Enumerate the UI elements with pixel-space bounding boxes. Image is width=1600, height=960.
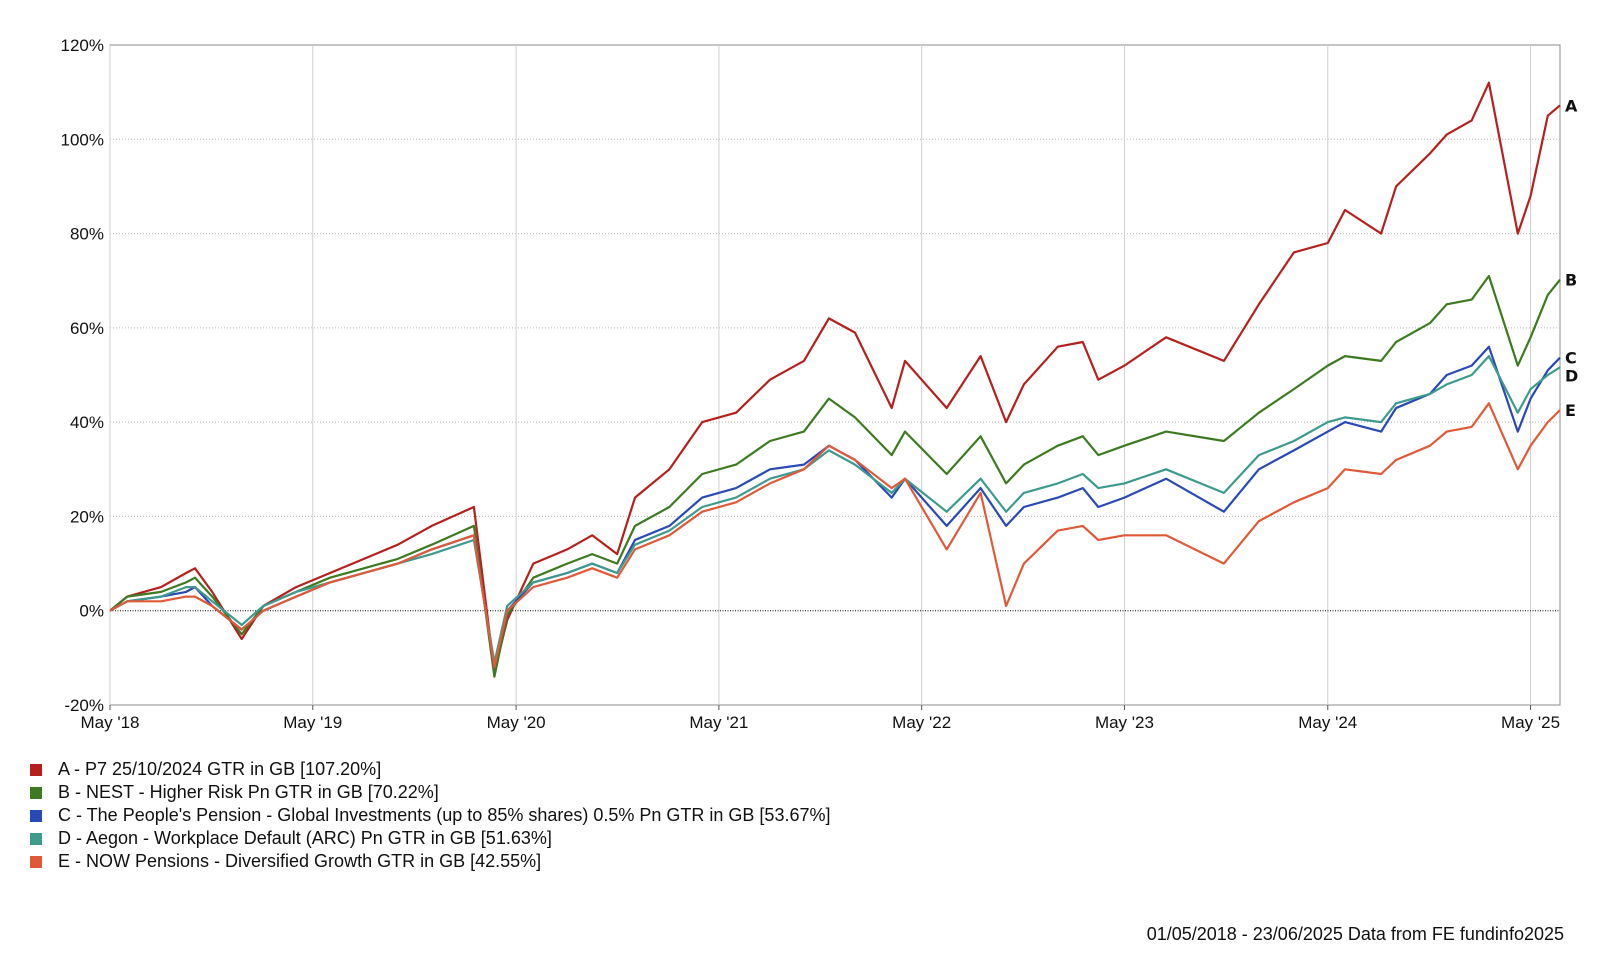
x-tick-label: May '18 — [81, 713, 140, 732]
series-line-a — [109, 81, 1561, 674]
legend-label: B - NEST - Higher Risk Pn GTR in GB [70.… — [58, 782, 439, 802]
x-tick-label: May '24 — [1298, 713, 1357, 732]
legend-swatch — [30, 809, 42, 822]
line-chart: 120% 100% 80% 60% 40% 20% 0% -20%May '18 May '19… — [61, 36, 1579, 732]
y-tick-label: 80% — [70, 225, 104, 244]
legend-swatch — [30, 855, 42, 868]
series-end-label: C — [1565, 349, 1577, 368]
legend-label: E - NOW Pensions - Diversified Growth GT… — [58, 851, 542, 871]
legend-swatch — [30, 786, 42, 799]
series-end-label: D — [1565, 367, 1578, 386]
series-line-b — [109, 274, 1561, 678]
y-tick-label: 120% — [61, 36, 104, 55]
legend-item-b: B - NEST - Higher Risk Pn GTR in GB [70.… — [30, 781, 830, 804]
y-tick-label: 60% — [70, 319, 104, 338]
series-end-label: E — [1565, 401, 1576, 420]
y-tick-label: 20% — [70, 507, 104, 526]
x-tick-label: May '19 — [283, 713, 342, 732]
legend-item-d: D - Aegon - Workplace Default (ARC) Pn G… — [30, 827, 830, 850]
x-tick-label: May '21 — [689, 713, 748, 732]
legend-item-c: C - The People's Pension - Global Invest… — [30, 804, 830, 827]
chart-area: 120% 100% 80% 60% 40% 20% 0% -20% May '18 May '19… — [61, 36, 1579, 732]
series-line-e — [109, 402, 1561, 669]
plot-frame — [109, 44, 1561, 706]
legend-label: D - Aegon - Workplace Default (ARC) Pn G… — [58, 828, 552, 848]
y-tick-label: 0% — [79, 602, 104, 621]
legend-swatch — [30, 832, 42, 845]
x-tick-label: May '22 — [892, 713, 951, 732]
y-tick-label: 40% — [70, 413, 104, 432]
x-tick-label: May '23 — [1095, 713, 1154, 732]
legend-label: C - The People's Pension - Global Invest… — [58, 805, 831, 825]
x-tick-label: May '20 — [487, 713, 546, 732]
x-tick-label: May '25 — [1501, 713, 1560, 732]
y-tick-label: 100% — [61, 130, 104, 149]
series-end-label: B — [1565, 271, 1577, 290]
legend-item-a: A - P7 25/10/2024 GTR in GB [107.20%] — [30, 758, 830, 781]
legend: A - P7 25/10/2024 GTR in GB [107.20%] B … — [30, 758, 830, 873]
series-end-label: A — [1565, 96, 1578, 115]
source-footer: 01/05/2018 - 23/06/2025 Data from FE fun… — [1146, 924, 1564, 944]
y-tick-label: -20% — [64, 696, 104, 715]
legend-swatch — [30, 763, 42, 776]
legend-item-e: E - NOW Pensions - Diversified Growth GT… — [30, 850, 830, 873]
legend-label: A - P7 25/10/2024 GTR in GB [107.20%] — [58, 759, 382, 779]
